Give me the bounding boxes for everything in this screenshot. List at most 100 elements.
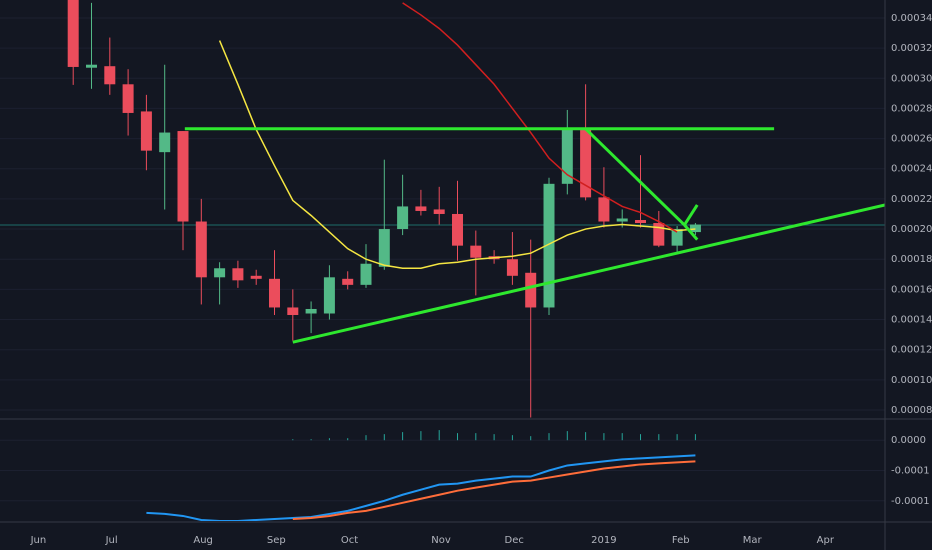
y-tick-label: 0.0003200 [891, 43, 932, 54]
candle-body [653, 223, 665, 246]
x-tick-label: Nov [431, 535, 451, 546]
moving-average [402, 2, 678, 233]
moving-average [218, 40, 696, 270]
candle-body [232, 268, 244, 281]
trend-line [683, 223, 699, 241]
candle-body [67, 0, 79, 67]
histogram-bar [457, 433, 459, 441]
candle-body [598, 197, 610, 222]
histogram-bar [475, 433, 477, 441]
candle-body [397, 206, 409, 230]
candle-body [342, 278, 354, 285]
candle-body [616, 218, 628, 222]
histogram-bar [493, 434, 495, 441]
candle-body [287, 307, 299, 316]
y-tick-label: 0.0001800 [891, 254, 932, 265]
candle-body [177, 131, 189, 222]
histogram-bar [530, 436, 532, 441]
candle-body [506, 259, 518, 276]
x-tick-label: Aug [193, 535, 213, 546]
candle-body [195, 221, 207, 278]
histogram-bar [328, 438, 330, 441]
indicator-line [146, 454, 696, 521]
histogram-bar [402, 432, 404, 441]
trend-line [584, 127, 686, 227]
y-tick-label: 0.0001200 [891, 345, 932, 356]
histogram-bar [694, 434, 696, 441]
indicator-line [292, 460, 696, 520]
grid [0, 17, 885, 502]
candle-body [104, 66, 116, 85]
y-tick-label: 0.0002000 [891, 224, 932, 235]
histogram-bar [310, 439, 312, 441]
candle-body [86, 64, 98, 68]
y2-tick-label: -0.0001 [891, 466, 930, 477]
candle-body [671, 229, 683, 246]
y-tick-label: 0.0002400 [891, 164, 932, 175]
histogram-bar [566, 431, 568, 441]
histogram-bar [585, 432, 587, 441]
candle-body [561, 129, 573, 184]
y-tick-label: 0.0003000 [891, 73, 932, 84]
histogram-bar [658, 434, 660, 441]
y-tick-label: 0.0002200 [891, 194, 932, 205]
candle-body [378, 229, 390, 267]
y-tick-label: 0.0000800 [891, 405, 932, 416]
candle-body [415, 206, 427, 211]
candle-body [140, 111, 152, 151]
price-panel [0, 0, 885, 418]
candle-body [122, 84, 134, 113]
y-tick-label: 0.0001000 [891, 375, 932, 386]
candle-body [543, 183, 555, 308]
x-tick-label: Sep [267, 535, 286, 546]
y-tick-label: 0.0001400 [891, 315, 932, 326]
histogram-bar [548, 433, 550, 441]
candle-body [689, 224, 701, 233]
y-tick-label: 0.0002800 [891, 103, 932, 114]
x-tick-label: Oct [341, 535, 358, 546]
candle-body [470, 245, 482, 258]
indicator-panel [146, 430, 696, 521]
y-tick-label: 0.0003400 [891, 13, 932, 24]
histogram-bar [365, 435, 367, 441]
candle-body [305, 308, 317, 314]
y2-tick-label: -0.0001 [891, 496, 930, 507]
x-tick-label: Feb [672, 535, 690, 546]
x-tick-label: Dec [505, 535, 524, 546]
histogram-bar [511, 435, 513, 441]
y-tick-label: 0.0002600 [891, 134, 932, 145]
y-tick-label: 0.0001600 [891, 284, 932, 295]
trend-line [292, 203, 885, 344]
histogram-bar [347, 438, 349, 441]
histogram-bar [420, 431, 422, 441]
x-tick-label: Mar [743, 535, 763, 546]
histogram-bar [603, 433, 605, 441]
candle-body [580, 129, 592, 198]
candle-body [159, 132, 171, 153]
candle-body [214, 268, 226, 278]
candle-body [635, 220, 647, 224]
histogram-bar [383, 434, 385, 441]
histogram-bar [676, 434, 678, 441]
y2-tick-label: 0.0000 [891, 435, 926, 446]
candle-body [323, 277, 335, 314]
histogram-bar [640, 434, 642, 441]
x-tick-label: Jun [30, 535, 47, 546]
candle-body [433, 209, 445, 214]
candle-body [525, 272, 537, 308]
histogram-bar [621, 433, 623, 441]
histogram-bar [438, 430, 440, 441]
candle-body [250, 275, 262, 279]
axes: Jun Jul Aug Sep Oct Nov Dec 2019 Feb Mar Apr 0.0000… [30, 13, 932, 546]
x-tick-label: 2019 [591, 535, 616, 546]
candle-body [360, 263, 372, 285]
x-tick-label: Jul [105, 535, 118, 546]
histogram-bar [292, 439, 294, 441]
candle-body [269, 278, 281, 308]
trend-line [683, 204, 699, 226]
candle-body [452, 213, 464, 246]
x-tick-label: Apr [817, 535, 835, 546]
